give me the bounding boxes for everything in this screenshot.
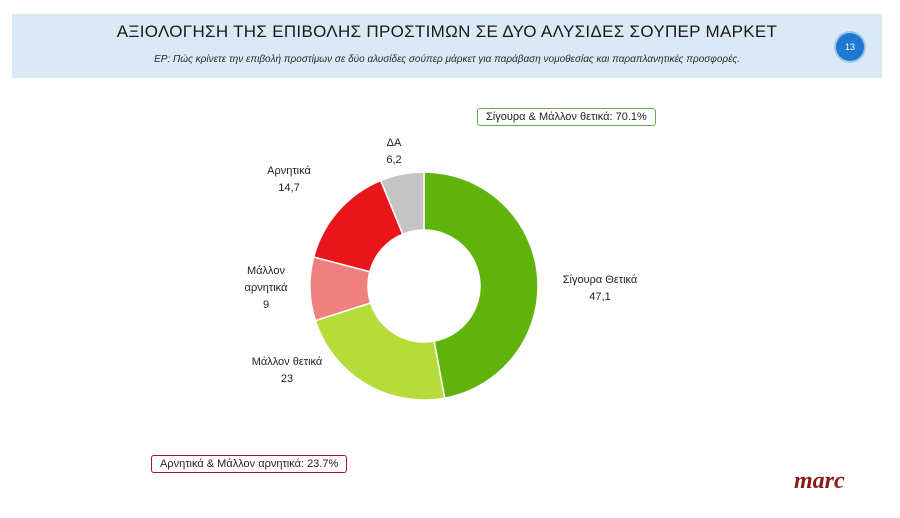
page-number-badge: 13 (836, 33, 864, 61)
question-subtitle: ΕΡ: Πώς κρίνετε την επιβολή προστίμων σε… (154, 54, 740, 65)
value-label: 23 (280, 373, 294, 385)
positive-summary-box: Σίγουρα & Μάλλον θετικά: 70.1% (477, 108, 656, 126)
marc-logo: marc (794, 468, 845, 494)
label-mallon-thetika: Μάλλον θετικά 23 (232, 354, 342, 388)
header-banner: ΑΞΙΟΛΟΓΗΣΗ ΤΗΣ ΕΠΙΒΟΛΗΣ ΠΡΟΣΤΙΜΩΝ ΣΕ ΔΥΟ… (12, 14, 882, 78)
category-label: Σίγουρα Θετικά (562, 274, 638, 286)
slice-sigoura-thetika (423, 171, 539, 399)
label-arnitika: Αρνητικά 14,7 (249, 163, 329, 197)
category-label: Μάλλον (247, 265, 285, 277)
category-label: Αρνητικά (267, 165, 311, 177)
label-sigoura-thetika: Σίγουρα Θετικά 47,1 (540, 272, 660, 306)
slice-mallon-thetika (314, 302, 446, 401)
value-label: 9 (262, 299, 270, 311)
value-label: 14,7 (278, 182, 300, 194)
label-mallon-arnitika: Μάλλον αρνητικά 9 (226, 263, 306, 314)
page-title: ΑΞΙΟΛΟΓΗΣΗ ΤΗΣ ΕΠΙΒΟΛΗΣ ΠΡΟΣΤΙΜΩΝ ΣΕ ΔΥΟ… (116, 22, 778, 41)
category-label: αρνητικά (244, 282, 288, 294)
negative-summary-box: Αρνητικά & Μάλλον αρνητικά: 23.7% (151, 455, 348, 473)
value-label: 47,1 (589, 291, 611, 303)
slice-da (379, 171, 425, 236)
label-da: ΔΑ 6,2 (364, 135, 424, 169)
value-label: 6,2 (386, 154, 402, 166)
category-label: Μάλλον θετικά (251, 356, 323, 368)
category-label: ΔΑ (386, 137, 402, 149)
